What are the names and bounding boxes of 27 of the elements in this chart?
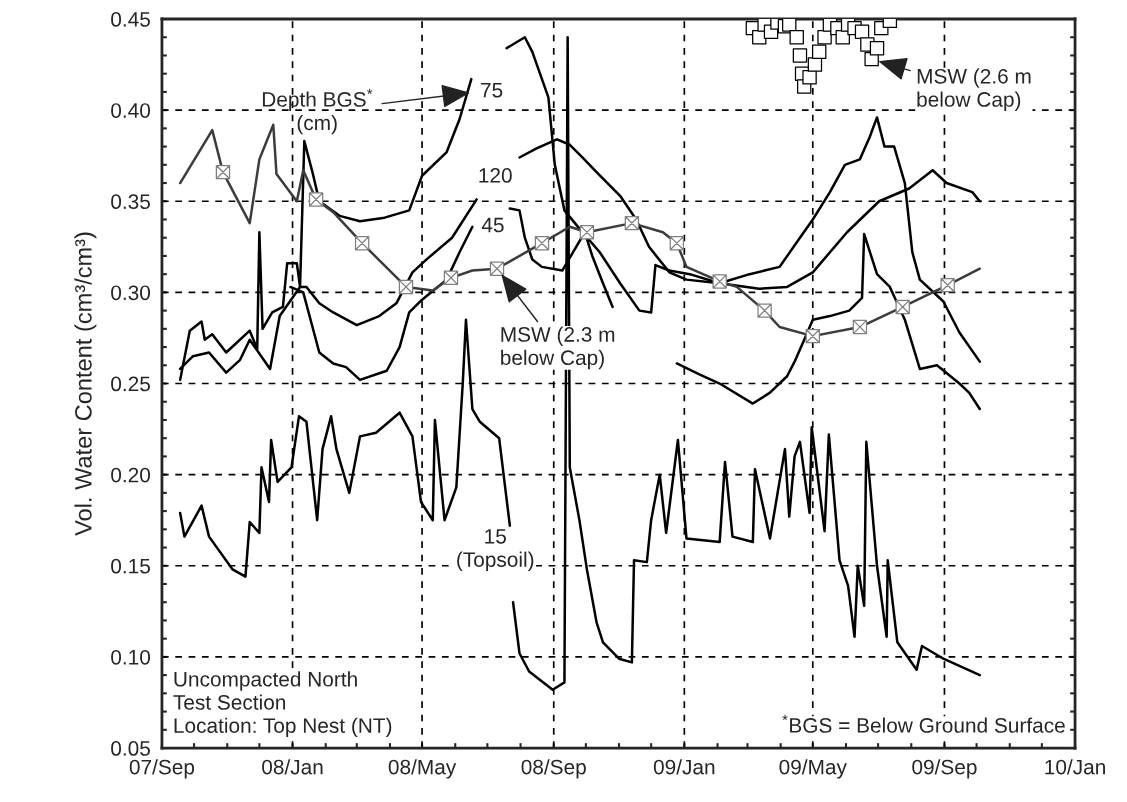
y-tick-label: 0.25 xyxy=(111,376,150,392)
x-tick-label: 08/Jan xyxy=(262,759,323,775)
y-tick-label: 0.40 xyxy=(111,103,151,118)
y-axis-title: Vol. Water Content (cm³/cm³) xyxy=(74,232,97,536)
annotation: MSW (2.3 m below Cap) xyxy=(501,326,615,370)
x-tick-label: 10/Jan xyxy=(1045,759,1105,775)
text: Depth BGS$^{*}$ (cm) xyxy=(262,88,373,135)
annotation: Uncompacted North Test Section Location: Top Nest (NT) xyxy=(173,671,392,738)
y-tick-label: 0.15 xyxy=(111,558,150,574)
y-tick-label: 0.10 xyxy=(111,649,151,665)
x-tick-label: 08/Sep xyxy=(521,759,586,779)
y-tick-label: 0.20 xyxy=(111,467,151,483)
annotation: 75 xyxy=(481,82,503,98)
annotation: 45 xyxy=(481,217,504,233)
annotation: MSW (2.6 m below Cap) xyxy=(917,68,1031,111)
y-tick-label: 0.35 xyxy=(111,194,150,210)
annotation: 15 (Topsoil) xyxy=(457,529,534,572)
x-tick-label: 07/Sep xyxy=(129,759,195,779)
x-tick-label: 09/Jan xyxy=(653,759,715,775)
x-tick-label: 09/Sep xyxy=(912,759,977,779)
annotation: 120 xyxy=(479,168,512,183)
x-tick-label: 09/May xyxy=(779,759,847,779)
y-tick-label: 0.30 xyxy=(111,285,151,301)
y-tick-label: 0.05 xyxy=(111,741,150,756)
annotation: $^{*}$BGS = Below Ground Surface xyxy=(782,714,1065,733)
x-tick-label: 08/May xyxy=(388,759,457,779)
y-tick-label: 0.45 xyxy=(111,12,150,27)
